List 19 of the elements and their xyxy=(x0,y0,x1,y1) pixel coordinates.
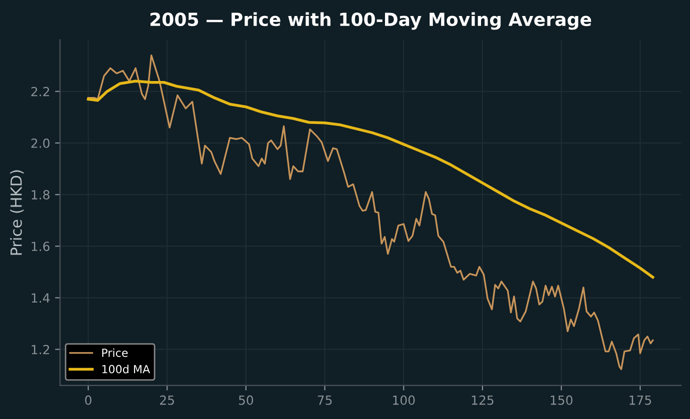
legend-label: 100d MA xyxy=(102,364,150,374)
x-tick-label: 0 xyxy=(85,395,92,405)
legend-label: Price xyxy=(102,348,128,358)
x-tick-label: 100 xyxy=(393,395,415,405)
line-series xyxy=(86,80,654,279)
y-tick-label: 1.6 xyxy=(32,242,50,252)
x-tick-label: 175 xyxy=(630,396,652,405)
y-tick-label: 1.8 xyxy=(32,190,50,200)
y-tick-label: 2.2 xyxy=(31,86,50,96)
y-tick-label: 1.2 xyxy=(32,344,50,354)
x-tick-label: 125 xyxy=(472,395,494,405)
x-tick-label: 25 xyxy=(160,395,174,405)
x-tick-label: 50 xyxy=(238,395,254,405)
x-tick-label: 75 xyxy=(318,396,332,405)
x-tick-label: 150 xyxy=(550,395,572,405)
y-tick-label: 2.0 xyxy=(31,138,50,148)
y-tick-label: 1.4 xyxy=(32,293,50,303)
y-axis-title: Price (HKD) xyxy=(10,170,24,255)
chart-title: 2005 — Price with 100-Day Moving Average xyxy=(150,12,592,30)
